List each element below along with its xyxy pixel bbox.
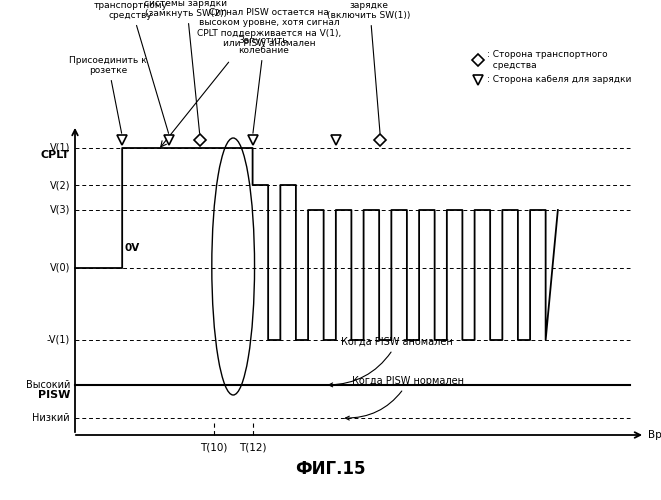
Text: : Сторона кабеля для зарядки: : Сторона кабеля для зарядки: [487, 76, 631, 84]
Text: Высокий: Высокий: [26, 380, 70, 390]
Text: Сигнал PISW остается на
высоком уровне, хотя сигнал
CPLT поддерживается на V(1),: Сигнал PISW остается на высоком уровне, …: [197, 8, 341, 48]
Text: Когда PISW нормален: Когда PISW нормален: [346, 376, 465, 420]
Text: Завершение
активизации
системы зарядки
(замкнуть SW(2)): Завершение активизации системы зарядки (…: [145, 0, 227, 133]
Text: T(10): T(10): [200, 443, 227, 453]
Text: Когда PISW аномален: Когда PISW аномален: [329, 337, 453, 387]
Text: V(0): V(0): [50, 263, 70, 273]
Text: PISW: PISW: [38, 390, 70, 400]
Text: ФИГ.15: ФИГ.15: [295, 460, 366, 478]
Text: Время: Время: [648, 430, 661, 440]
Text: V(1): V(1): [50, 143, 70, 153]
Text: CPLT: CPLT: [41, 150, 70, 160]
Text: V(3): V(3): [50, 205, 70, 215]
Text: V(2): V(2): [50, 180, 70, 190]
Text: Присоединить к
розетке: Присоединить к розетке: [69, 56, 147, 134]
Text: 0V: 0V: [125, 243, 140, 253]
Text: -V(1): -V(1): [47, 335, 70, 345]
Text: Низкий: Низкий: [32, 413, 70, 423]
Text: T(12): T(12): [239, 443, 266, 453]
Text: : Сторона транспортного
  средства: : Сторона транспортного средства: [487, 50, 607, 70]
Text: Запустить
колебание: Запустить колебание: [238, 36, 289, 133]
Text: Завершение
подготовки к
зарядке
(включить SW(1)): Завершение подготовки к зарядке (включит…: [327, 0, 411, 133]
Text: Присоединить к
транспортному
средству: Присоединить к транспортному средству: [92, 0, 169, 134]
